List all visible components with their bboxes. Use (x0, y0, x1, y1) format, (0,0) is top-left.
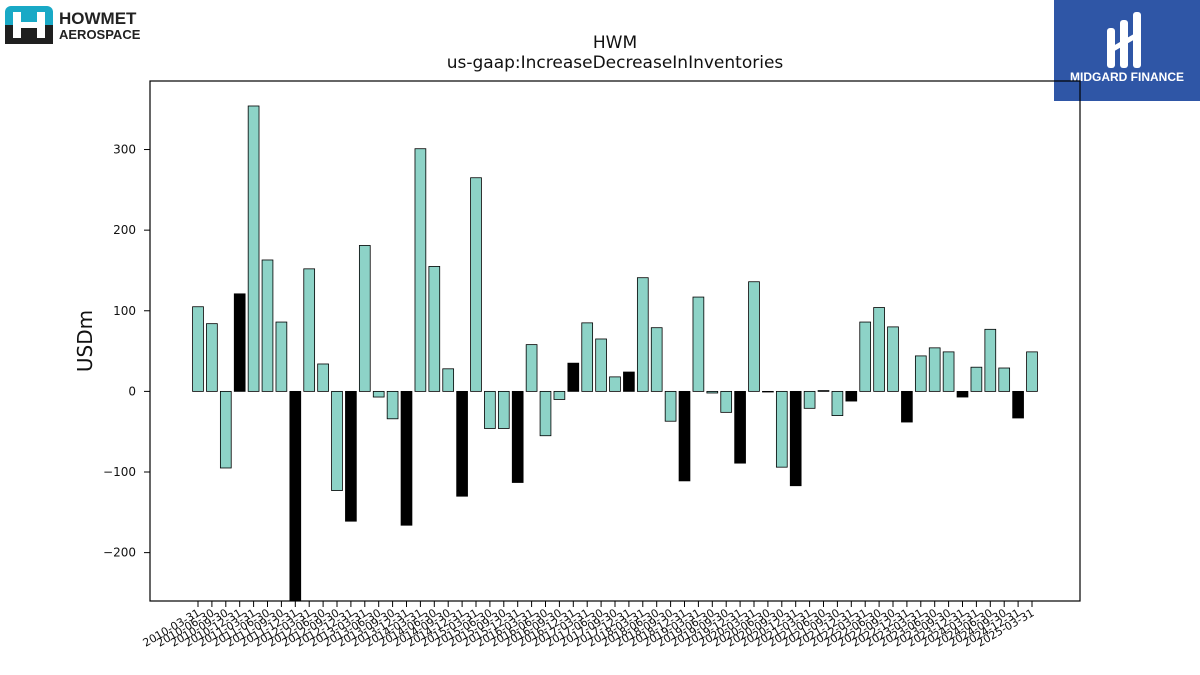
midgard-finance-logo: MIDGARD FINANCE (1054, 0, 1200, 101)
bar-2011-12-31 (289, 390, 302, 602)
bar-2016-03-31 (525, 344, 538, 392)
bar-2016-09-30 (553, 390, 566, 400)
bar-2019-09-30 (720, 390, 733, 413)
bar-2021-09-30 (831, 390, 844, 416)
y-tick-label: −100 (103, 465, 136, 479)
bar-2014-03-31 (414, 148, 427, 392)
bar-2017-06-30 (595, 338, 607, 392)
bar-2011-03-31 (247, 105, 260, 392)
bar-2023-06-30 (928, 347, 941, 392)
y-tick-label: 200 (113, 223, 136, 237)
bar-2013-06-30 (372, 390, 385, 398)
y-tick-label: 100 (113, 304, 136, 318)
y-axis-label: USDm (73, 310, 97, 372)
howmet-logo-text-2: AEROSPACE (59, 27, 141, 42)
bar-2021-12-31 (845, 390, 858, 402)
bar-2016-06-30 (539, 390, 552, 437)
bar-2019-03-31 (692, 296, 705, 392)
bar-2014-09-30 (442, 368, 455, 392)
bar-2023-09-30 (942, 351, 955, 392)
bar-2017-12-31 (623, 371, 635, 392)
bar-2010-03-31 (192, 306, 204, 392)
bar-2012-03-31 (303, 268, 316, 392)
bar-2021-06-30 (817, 390, 830, 392)
bar-2015-06-30 (484, 390, 496, 429)
bar-2016-12-31 (567, 362, 580, 392)
howmet-aerospace-logo: HOWMET AEROSPACE (5, 6, 175, 46)
bar-2019-06-30 (706, 390, 719, 394)
bar-2010-06-30 (206, 323, 218, 392)
bar-2023-03-31 (914, 355, 927, 392)
howmet-logo-text-1: HOWMET (59, 9, 137, 28)
bar-2018-12-31 (678, 390, 691, 482)
bar-2024-09-30 (998, 367, 1011, 392)
bar-2018-03-31 (636, 277, 649, 392)
bar-2012-06-30 (317, 363, 329, 392)
bar-2024-12-31 (1012, 390, 1024, 419)
bar-2017-03-31 (581, 322, 594, 392)
chart-title: HWM (592, 33, 638, 53)
bar-2015-03-31 (470, 177, 482, 392)
bar-2015-12-31 (511, 390, 524, 483)
bar-2017-09-30 (609, 376, 621, 392)
bar-2021-03-31 (803, 390, 816, 409)
bar-2025-03-31 (1026, 351, 1038, 392)
bar-2020-12-31 (789, 390, 802, 487)
bar-2011-09-30 (275, 321, 288, 392)
bar-2012-09-30 (331, 390, 343, 491)
bar-2019-12-31 (734, 390, 746, 464)
y-tick-label: 0 (128, 384, 136, 398)
bar-2014-12-31 (456, 390, 468, 497)
bar-2013-09-30 (386, 390, 399, 420)
bar-2011-06-30 (261, 259, 274, 392)
bar-2018-09-30 (664, 390, 677, 422)
bar-2014-06-30 (428, 266, 441, 392)
midgard-logo-mark (1107, 12, 1141, 68)
bar-2015-09-30 (497, 390, 510, 429)
bar-2022-12-31 (901, 390, 913, 423)
midgard-logo-text: MIDGARD FINANCE (1070, 70, 1184, 84)
bar-2010-12-31 (233, 293, 246, 392)
bar-2023-12-31 (956, 390, 969, 398)
bar-2022-06-30 (873, 307, 885, 392)
bar-2020-03-31 (748, 281, 760, 392)
bar-2022-09-30 (887, 326, 899, 392)
chart-subtitle: us-gaap:IncreaseDecreaseInInventories (446, 53, 784, 73)
bar-2010-09-30 (219, 390, 232, 469)
bar-2013-03-31 (358, 245, 371, 392)
y-tick-label: −200 (103, 546, 136, 560)
bar-2018-06-30 (650, 327, 663, 392)
bar-2022-03-31 (859, 321, 872, 392)
bar-2020-09-30 (775, 390, 788, 468)
bar-2012-12-31 (345, 390, 357, 522)
bar-2024-03-31 (970, 366, 983, 392)
y-tick-label: 300 (113, 143, 136, 157)
bar-2024-06-30 (984, 328, 997, 392)
bar-2013-12-31 (400, 390, 413, 526)
bar-2020-06-30 (762, 390, 774, 393)
